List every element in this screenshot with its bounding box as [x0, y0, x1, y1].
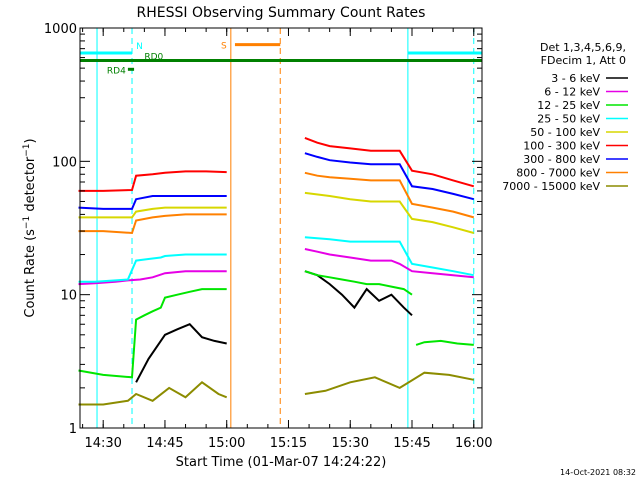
legend-label-50-100-kev: 50 - 100 keV — [530, 126, 600, 139]
series-300-800-kev-segment-0 — [78, 195, 227, 210]
flag-label-rd0: RD0 — [144, 53, 163, 63]
flag-label-rd4: RD4 — [107, 66, 126, 76]
x-tick-label-6: 16:00 — [455, 436, 492, 451]
y-tick-label-1: 10 — [60, 289, 77, 304]
flag-label-n: N — [136, 42, 143, 52]
series-7000-15000-kev-segment-0 — [78, 381, 228, 406]
series-6-12-kev-segment-1 — [304, 248, 474, 279]
axis-ticks: 14:30 14:45 15:00 15:15 15:30 15:45 16:00 1 10 10… — [44, 22, 493, 451]
series-6-12-kev — [78, 248, 474, 286]
series-12-25-kev-segment-1 — [304, 270, 413, 296]
series-12-25-kev — [78, 270, 474, 379]
series-25-50-kev-segment-1 — [304, 236, 474, 277]
series-800-7000-kev — [78, 171, 475, 235]
series-800-7000-kev-segment-1 — [304, 171, 475, 219]
legend-label-6-12-kev: 6 - 12 keV — [544, 86, 600, 99]
series-300-800-kev-segment-1 — [304, 152, 475, 201]
legend-label-100-300-kev: 100 - 300 keV — [523, 140, 600, 153]
series-50-100-kev-segment-0 — [78, 206, 227, 219]
y-axis-label-end: ) — [23, 138, 38, 143]
legend-label-3-6-kev: 3 - 6 keV — [551, 72, 600, 85]
series-800-7000-kev-segment-0 — [78, 213, 227, 235]
x-tick-label-3: 15:15 — [270, 436, 307, 451]
series-100-300-kev — [78, 136, 475, 192]
series-100-300-kev-segment-1 — [304, 136, 475, 188]
legend-label-12-25-kev: 12 - 25 keV — [537, 99, 600, 112]
y-axis-label-mid: detector — [23, 156, 38, 216]
legend: Det 1,3,4,5,6,9, FDecim 1, Att 0 3 - 6 k… — [502, 41, 628, 193]
y-axis-label-sup2: −1 — [22, 143, 32, 156]
y-axis-label-main: Count Rate (s — [23, 229, 38, 318]
y-axis-label: Count Rate (s−1 detector−1) — [22, 138, 38, 317]
x-tick-label-0: 14:30 — [84, 436, 121, 451]
series-7000-15000-kev-segment-1 — [304, 371, 474, 395]
y-tick-label-0: 1 — [69, 422, 77, 437]
series-12-25-kev-segment-2 — [415, 339, 474, 346]
plot-frame — [79, 27, 483, 429]
x-tick-label-5: 15:45 — [393, 436, 430, 451]
legend-header-line-1: Det 1,3,4,5,6,9, — [540, 41, 626, 54]
series-12-25-kev-segment-0 — [78, 288, 227, 379]
series-group — [78, 136, 475, 406]
legend-label-7000-15000-kev: 7000 - 15000 keV — [502, 180, 600, 193]
x-axis-label: Start Time (01-Mar-07 14:24:22) — [176, 455, 387, 470]
legend-label-25-50-kev: 25 - 50 keV — [537, 113, 600, 126]
legend-label-300-800-kev: 300 - 800 keV — [523, 153, 600, 166]
chart-title: RHESSI Observing Summary Count Rates — [137, 5, 426, 21]
x-tick-label-4: 15:30 — [332, 436, 369, 451]
series-3-6-kev-segment-1 — [304, 270, 413, 317]
series-3-6-kev — [135, 270, 413, 383]
series-6-12-kev-segment-0 — [78, 270, 227, 286]
series-300-800-kev — [78, 152, 475, 210]
y-axis-label-sup: −1 — [22, 216, 32, 229]
series-3-6-kev-segment-0 — [135, 323, 227, 383]
flag-label-s: S — [221, 42, 227, 52]
x-tick-label-1: 14:45 — [146, 436, 183, 451]
y-tick-label-2: 100 — [52, 155, 77, 170]
timestamp: 14-Oct-2021 08:32 — [560, 468, 636, 477]
series-25-50-kev-segment-0 — [78, 253, 227, 283]
y-tick-label-3: 1000 — [44, 22, 77, 37]
series-25-50-kev — [78, 236, 474, 283]
vertical-markers — [96, 28, 475, 428]
flag-bars: N S RD0 RD4 — [80, 42, 482, 76]
series-50-100-kev-segment-1 — [304, 191, 475, 234]
series-50-100-kev — [78, 191, 475, 234]
series-7000-15000-kev — [78, 371, 474, 406]
x-tick-label-2: 15:00 — [208, 436, 245, 451]
series-100-300-kev-segment-0 — [78, 170, 227, 192]
legend-label-800-7000-kev: 800 - 7000 keV — [516, 167, 600, 180]
legend-header-line-2: FDecim 1, Att 0 — [541, 54, 626, 67]
